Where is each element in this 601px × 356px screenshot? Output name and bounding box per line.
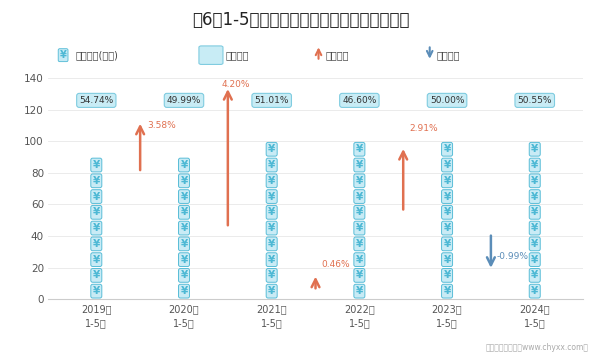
Text: ¥: ¥ bbox=[180, 286, 188, 296]
Text: ¥: ¥ bbox=[531, 144, 538, 154]
Text: ¥: ¥ bbox=[444, 160, 451, 170]
Text: 寿险占比: 寿险占比 bbox=[225, 50, 249, 60]
Text: ¥: ¥ bbox=[531, 286, 538, 296]
Text: ¥: ¥ bbox=[444, 192, 451, 201]
Text: ¥: ¥ bbox=[531, 271, 538, 281]
Text: ¥: ¥ bbox=[93, 286, 100, 296]
Text: ¥: ¥ bbox=[444, 144, 451, 154]
Text: ¥: ¥ bbox=[268, 160, 275, 170]
Text: ¥: ¥ bbox=[180, 192, 188, 201]
Text: 49.99%: 49.99% bbox=[167, 96, 201, 105]
Text: ¥: ¥ bbox=[93, 176, 100, 186]
Text: ¥: ¥ bbox=[93, 271, 100, 281]
Text: 2.91%: 2.91% bbox=[409, 124, 438, 133]
Text: 50.55%: 50.55% bbox=[517, 96, 552, 105]
Text: ¥: ¥ bbox=[531, 255, 538, 265]
Text: ¥: ¥ bbox=[93, 223, 100, 233]
Text: ¥: ¥ bbox=[93, 255, 100, 265]
Text: ¥: ¥ bbox=[531, 239, 538, 249]
Text: ¥: ¥ bbox=[268, 255, 275, 265]
Text: ¥: ¥ bbox=[180, 255, 188, 265]
Text: ¥: ¥ bbox=[180, 223, 188, 233]
Text: 51.01%: 51.01% bbox=[254, 96, 289, 105]
Text: 50.00%: 50.00% bbox=[430, 96, 465, 105]
Text: ¥: ¥ bbox=[268, 239, 275, 249]
Text: 同比增加: 同比增加 bbox=[326, 50, 349, 60]
Text: ¥: ¥ bbox=[531, 176, 538, 186]
Text: ¥: ¥ bbox=[93, 160, 100, 170]
Text: ¥: ¥ bbox=[93, 192, 100, 201]
Text: ¥: ¥ bbox=[356, 255, 363, 265]
Text: ¥: ¥ bbox=[93, 207, 100, 217]
Text: ¥: ¥ bbox=[268, 223, 275, 233]
Text: 同比减少: 同比减少 bbox=[437, 50, 460, 60]
Text: ¥: ¥ bbox=[444, 207, 451, 217]
Text: ¥: ¥ bbox=[268, 286, 275, 296]
Text: -0.99%: -0.99% bbox=[497, 252, 529, 261]
Text: ¥: ¥ bbox=[268, 207, 275, 217]
Text: ¥: ¥ bbox=[180, 207, 188, 217]
Text: ¥: ¥ bbox=[444, 176, 451, 186]
Text: ¥: ¥ bbox=[59, 50, 67, 60]
Text: ¥: ¥ bbox=[180, 160, 188, 170]
Text: ¥: ¥ bbox=[444, 255, 451, 265]
Text: ¥: ¥ bbox=[356, 239, 363, 249]
Text: ¥: ¥ bbox=[356, 271, 363, 281]
Text: ¥: ¥ bbox=[531, 160, 538, 170]
Text: 4.20%: 4.20% bbox=[222, 80, 250, 89]
Text: ¥: ¥ bbox=[356, 192, 363, 201]
Text: ¥: ¥ bbox=[93, 239, 100, 249]
Text: ¥: ¥ bbox=[531, 207, 538, 217]
Text: 0.46%: 0.46% bbox=[322, 260, 350, 269]
Text: 3.58%: 3.58% bbox=[147, 121, 176, 130]
Text: ¥: ¥ bbox=[444, 271, 451, 281]
Text: ¥: ¥ bbox=[356, 144, 363, 154]
Text: ¥: ¥ bbox=[180, 176, 188, 186]
Text: 累计保费(亿元): 累计保费(亿元) bbox=[75, 50, 118, 60]
Text: ¥: ¥ bbox=[356, 207, 363, 217]
Text: 近6年1-5月海南省累计原保险保费收入统计图: 近6年1-5月海南省累计原保险保费收入统计图 bbox=[192, 11, 409, 29]
Text: ¥: ¥ bbox=[268, 144, 275, 154]
Text: ¥: ¥ bbox=[356, 286, 363, 296]
Text: ¥: ¥ bbox=[268, 271, 275, 281]
Text: ¥: ¥ bbox=[268, 192, 275, 201]
Text: 制图：智研咨询（www.chyxx.com）: 制图：智研咨询（www.chyxx.com） bbox=[486, 344, 589, 352]
Text: ¥: ¥ bbox=[531, 223, 538, 233]
Text: ¥: ¥ bbox=[356, 223, 363, 233]
Text: ¥: ¥ bbox=[268, 176, 275, 186]
Text: 54.74%: 54.74% bbox=[79, 96, 114, 105]
Text: 46.60%: 46.60% bbox=[342, 96, 377, 105]
Text: ¥: ¥ bbox=[444, 286, 451, 296]
Text: ¥: ¥ bbox=[180, 239, 188, 249]
Text: ¥: ¥ bbox=[356, 176, 363, 186]
Text: ¥: ¥ bbox=[180, 271, 188, 281]
Text: ¥: ¥ bbox=[444, 239, 451, 249]
Text: ¥: ¥ bbox=[356, 160, 363, 170]
Text: ¥: ¥ bbox=[444, 223, 451, 233]
Text: ¥: ¥ bbox=[531, 192, 538, 201]
